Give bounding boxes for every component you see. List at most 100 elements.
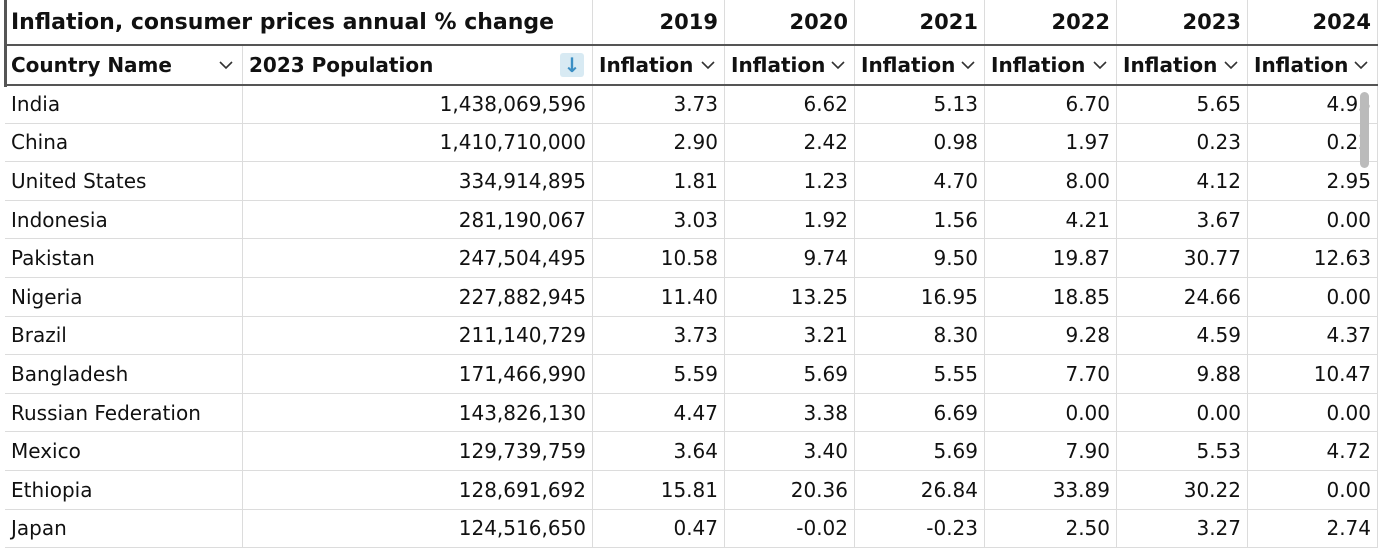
value-cell: 3.38	[725, 393, 855, 433]
value-cell: 3.73	[593, 85, 725, 124]
year-header: 2019	[593, 0, 725, 45]
dropdown-icon[interactable]	[218, 60, 234, 70]
value-cell: 3.73	[593, 316, 725, 356]
value-cell: -0.02	[725, 509, 855, 549]
value-cell: 6.69	[855, 393, 985, 433]
header-label: Country Name	[11, 52, 172, 77]
dropdown-icon[interactable]	[700, 60, 716, 70]
dropdown-icon[interactable]	[1223, 60, 1239, 70]
country-cell: Brazil	[5, 316, 243, 356]
value-cell: 334,914,895	[243, 162, 593, 201]
dropdown-icon[interactable]	[960, 60, 976, 70]
column-header[interactable]: Inflation	[725, 45, 855, 85]
header-label: Inflation	[599, 52, 694, 77]
value-cell: 2.95	[1248, 162, 1378, 201]
value-cell: 0.00	[1248, 393, 1378, 433]
value-cell: 7.90	[985, 432, 1117, 471]
value-cell: 0.22	[1248, 123, 1378, 163]
header-label: Inflation	[861, 52, 956, 77]
value-cell: 6.62	[725, 85, 855, 124]
frame-border	[4, 0, 7, 87]
value-cell: 4.70	[855, 162, 985, 201]
value-cell: 33.89	[985, 471, 1117, 510]
value-cell: 2.42	[725, 123, 855, 163]
column-header[interactable]: Inflation	[855, 45, 985, 85]
value-cell: 281,190,067	[243, 200, 593, 240]
year-header: 2020	[725, 0, 855, 45]
value-cell: 128,691,692	[243, 471, 593, 510]
value-cell: 1.56	[855, 200, 985, 240]
country-cell: Japan	[5, 509, 243, 549]
value-cell: 3.03	[593, 200, 725, 240]
year-header: 2022	[985, 0, 1117, 45]
dropdown-icon[interactable]	[830, 60, 846, 70]
value-cell: 0.47	[593, 509, 725, 549]
column-header[interactable]: Inflation	[593, 45, 725, 85]
value-cell: 4.72	[1248, 432, 1378, 471]
column-header[interactable]: 2023 Population ↓	[243, 45, 593, 85]
value-cell: 2.90	[593, 123, 725, 163]
country-cell: Nigeria	[5, 278, 243, 317]
country-cell: Bangladesh	[5, 355, 243, 394]
value-cell: 5.69	[725, 355, 855, 394]
year-header: 2024	[1248, 0, 1378, 45]
value-cell: 1.81	[593, 162, 725, 201]
column-header[interactable]: Country Name	[5, 45, 243, 85]
country-cell: Pakistan	[5, 239, 243, 278]
value-cell: 0.00	[1248, 200, 1378, 240]
value-cell: 0.00	[1248, 471, 1378, 510]
country-cell: India	[5, 85, 243, 124]
dropdown-icon[interactable]	[1092, 60, 1108, 70]
header-label: Inflation	[1123, 52, 1218, 77]
value-cell: 129,739,759	[243, 432, 593, 471]
value-cell: 4.37	[1248, 316, 1378, 356]
dropdown-icon[interactable]	[1353, 60, 1369, 70]
frame-border	[4, 84, 1378, 86]
value-cell: 4.21	[985, 200, 1117, 240]
value-cell: 26.84	[855, 471, 985, 510]
sort-indicator[interactable]: ↓	[560, 52, 584, 77]
country-cell: China	[5, 123, 243, 163]
value-cell: 9.28	[985, 316, 1117, 356]
value-cell: 0.00	[1117, 393, 1248, 433]
value-cell: 10.47	[1248, 355, 1378, 394]
value-cell: 6.70	[985, 85, 1117, 124]
value-cell: 11.40	[593, 278, 725, 317]
value-cell: 3.67	[1117, 200, 1248, 240]
value-cell: 13.25	[725, 278, 855, 317]
country-cell: United States	[5, 162, 243, 201]
value-cell: 18.85	[985, 278, 1117, 317]
country-cell: Indonesia	[5, 200, 243, 240]
value-cell: 124,516,650	[243, 509, 593, 549]
header-label: 2023 Population	[249, 52, 434, 77]
value-cell: 4.95	[1248, 85, 1378, 124]
value-cell: 2.74	[1248, 509, 1378, 549]
value-cell: 3.40	[725, 432, 855, 471]
value-cell: 8.30	[855, 316, 985, 356]
value-cell: -0.23	[855, 509, 985, 549]
value-cell: 5.53	[1117, 432, 1248, 471]
value-cell: 7.70	[985, 355, 1117, 394]
value-cell: 3.64	[593, 432, 725, 471]
sheet-title: Inflation, consumer prices annual % chan…	[5, 0, 593, 45]
column-header[interactable]: Inflation	[1248, 45, 1378, 85]
value-cell: 15.81	[593, 471, 725, 510]
value-cell: 8.00	[985, 162, 1117, 201]
header-label: Inflation	[1254, 52, 1349, 77]
value-cell: 12.63	[1248, 239, 1378, 278]
value-cell: 30.22	[1117, 471, 1248, 510]
value-cell: 5.65	[1117, 85, 1248, 124]
value-cell: 171,466,990	[243, 355, 593, 394]
value-cell: 9.50	[855, 239, 985, 278]
scrollbar[interactable]	[1360, 92, 1369, 168]
value-cell: 10.58	[593, 239, 725, 278]
country-cell: Ethiopia	[5, 471, 243, 510]
frame-border	[4, 44, 1378, 46]
value-cell: 1,410,710,000	[243, 123, 593, 163]
value-cell: 19.87	[985, 239, 1117, 278]
value-cell: 3.27	[1117, 509, 1248, 549]
column-header[interactable]: Inflation	[1117, 45, 1248, 85]
column-header[interactable]: Inflation	[985, 45, 1117, 85]
value-cell: 0.98	[855, 123, 985, 163]
